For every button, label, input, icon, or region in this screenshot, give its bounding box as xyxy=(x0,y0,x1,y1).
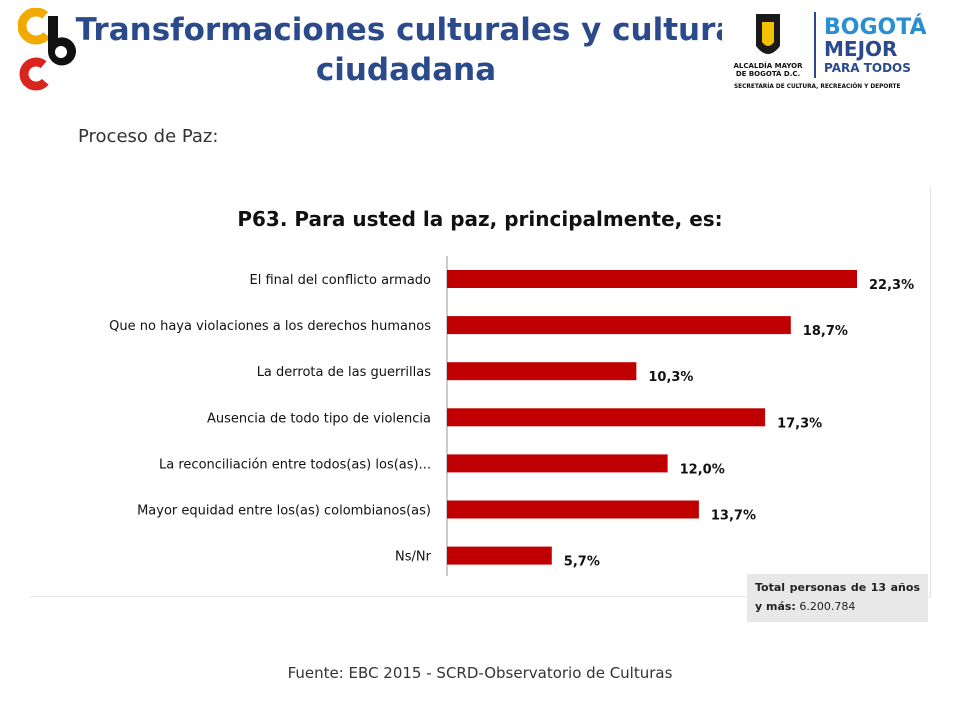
category-label: Que no haya violaciones a los derechos h… xyxy=(109,319,431,334)
category-label: Mayor equidad entre los(as) colombianos(… xyxy=(137,504,431,519)
chart-title: P63. Para usted la paz, principalmente, … xyxy=(237,207,722,231)
section-subtitle: Proceso de Paz: xyxy=(78,126,219,147)
bar xyxy=(447,546,552,565)
bar xyxy=(447,454,668,473)
total-label: Total personas de 13 años y más: xyxy=(755,581,920,613)
category-label: La derrota de las guerrillas xyxy=(257,365,432,380)
culture-logo xyxy=(18,8,76,91)
bar xyxy=(447,362,637,381)
brand-line2: MEJOR xyxy=(824,37,897,61)
brand-line1: BOGOTÁ xyxy=(824,14,927,40)
chart-frame: P63. Para usted la paz, principalmente, … xyxy=(30,186,931,597)
bar xyxy=(447,316,791,335)
value-label: 13,7% xyxy=(711,509,756,524)
value-label: 18,7% xyxy=(803,324,848,339)
alcaldia-line2: DE BOGOTÁ D.C. xyxy=(736,69,800,78)
value-label: 22,3% xyxy=(869,278,914,293)
total-value: 6.200.784 xyxy=(799,600,856,613)
source-note: Fuente: EBC 2015 - SCRD-Observatorio de … xyxy=(287,664,673,682)
bar-chart: P63. Para usted la paz, principalmente, … xyxy=(109,207,914,576)
value-label: 12,0% xyxy=(680,462,725,477)
total-box: Total personas de 13 años y más: 6.200.7… xyxy=(747,574,928,622)
category-label: La reconciliación entre todos(as) los(as… xyxy=(159,457,431,472)
category-label: Ns/Nr xyxy=(395,550,432,565)
bar xyxy=(447,408,766,427)
logo-c-orange xyxy=(18,8,55,45)
value-label: 5,7% xyxy=(564,555,600,570)
bar xyxy=(447,500,699,519)
bogota-logo: ALCALDÍA MAYOR DE BOGOTÁ D.C. BOGOTÁ MEJ… xyxy=(722,6,942,92)
logo-c-red xyxy=(19,57,53,91)
category-label: El final del conflicto armado xyxy=(250,273,432,288)
bar xyxy=(447,270,857,288)
value-label: 17,3% xyxy=(777,416,822,431)
brand-line3: PARA TODOS xyxy=(824,61,911,75)
category-label: Ausencia de todo tipo de violencia xyxy=(207,411,431,426)
value-label: 10,3% xyxy=(648,370,693,385)
coat-of-arms-icon xyxy=(756,14,780,54)
secretaria-line: SECRETARÍA DE CULTURA, RECREACIÓN Y DEPO… xyxy=(734,82,900,90)
logo-b-black xyxy=(48,16,76,66)
alcaldia-line1: ALCALDÍA MAYOR xyxy=(733,61,803,70)
page-title: Transformaciones culturales y cultura ci… xyxy=(75,12,737,88)
